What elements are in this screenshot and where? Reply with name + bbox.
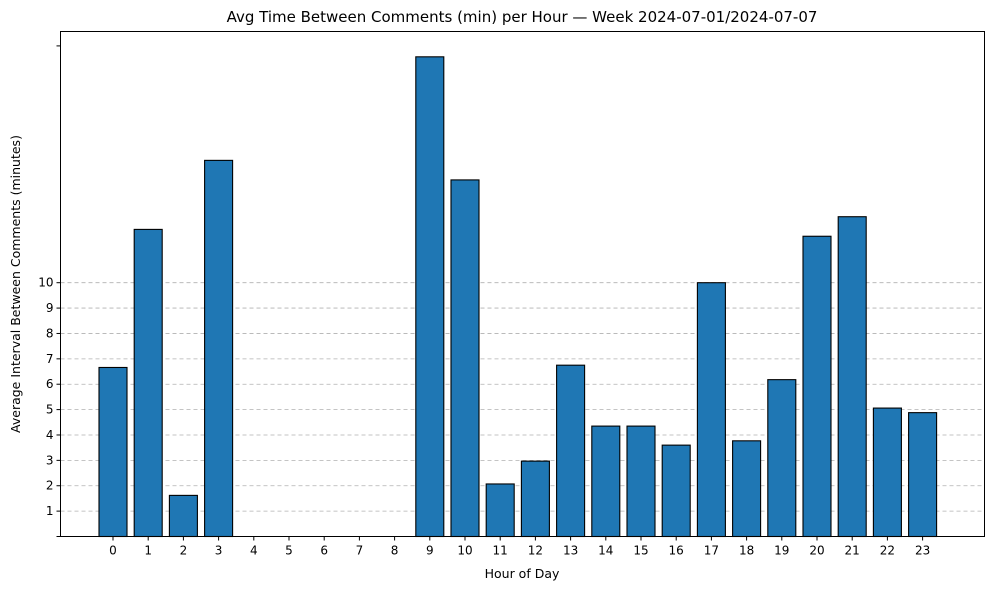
x-tick-label-7: 7: [356, 544, 364, 558]
chart-title: Avg Time Between Comments (min) per Hour…: [227, 8, 818, 26]
x-tick-label-5: 5: [285, 544, 293, 558]
bar-hour-19: [767, 379, 797, 538]
bar-hour-1: [133, 228, 163, 538]
bar-hour-21: [837, 216, 867, 538]
y-tick-label-7: 7: [46, 352, 54, 366]
y-axis-label: Average Interval Between Comments (minut…: [8, 135, 23, 433]
y-axis-ticks: 1 2 3 4 5 6 7 8 9 10: [38, 45, 61, 537]
x-tick-label-20: 20: [809, 544, 824, 558]
x-tick-label-15: 15: [633, 544, 648, 558]
bar-hour-23: [908, 412, 938, 538]
bar-hour-20: [802, 235, 832, 538]
y-tick-label-8: 8: [46, 326, 54, 340]
y-tick-label-3: 3: [46, 453, 54, 467]
x-tick-label-16: 16: [669, 544, 684, 558]
x-axis-ticks: 0 1 2 3 4 5 6 7 8 9 10 11 12 13 14 15 16 17 18 19 20 21 22 23: [109, 536, 930, 558]
y-tick-label-6: 6: [46, 377, 54, 391]
x-tick-label-22: 22: [880, 544, 895, 558]
x-tick-label-12: 12: [528, 544, 543, 558]
y-tick-label-5: 5: [46, 403, 54, 417]
y-tick-label-1: 1: [46, 504, 54, 518]
x-tick-label-3: 3: [215, 544, 223, 558]
bar-hour-16: [661, 444, 691, 538]
x-tick-label-17: 17: [704, 544, 719, 558]
y-tick-label-2: 2: [46, 479, 54, 493]
bar-hour-18: [732, 440, 762, 538]
bar-hour-13: [556, 364, 586, 538]
bar-hour-9: [415, 56, 445, 538]
bar-hour-3: [204, 159, 234, 538]
bar-hour-14: [591, 425, 621, 538]
bar-hour-11: [485, 483, 515, 538]
bar-hour-12: [520, 460, 550, 538]
x-tick-label-4: 4: [250, 544, 258, 558]
x-tick-label-0: 0: [109, 544, 117, 558]
bar-hour-17: [696, 282, 726, 538]
y-tick-label-10: 10: [38, 276, 53, 290]
bar-hour-15: [626, 425, 656, 538]
x-tick-label-19: 19: [774, 544, 789, 558]
x-tick-label-18: 18: [739, 544, 754, 558]
bar-hour-10: [450, 179, 480, 538]
x-tick-label-9: 9: [426, 544, 434, 558]
x-tick-label-11: 11: [493, 544, 508, 558]
y-tick-label-9: 9: [46, 301, 54, 315]
x-tick-label-2: 2: [180, 544, 188, 558]
y-tick-label-4: 4: [46, 428, 54, 442]
bar-hour-2: [168, 494, 198, 538]
x-axis-label: Hour of Day: [485, 566, 560, 581]
bar-hour-0: [98, 366, 128, 538]
x-tick-label-10: 10: [457, 544, 472, 558]
bar-hour-22: [872, 407, 902, 538]
x-tick-label-23: 23: [915, 544, 930, 558]
plot-frame: [60, 31, 985, 537]
x-tick-label-1: 1: [144, 544, 152, 558]
x-tick-label-13: 13: [563, 544, 578, 558]
x-tick-label-8: 8: [391, 544, 399, 558]
x-tick-label-14: 14: [598, 544, 613, 558]
x-tick-label-6: 6: [320, 544, 328, 558]
x-tick-label-21: 21: [845, 544, 860, 558]
bars: [98, 56, 938, 538]
